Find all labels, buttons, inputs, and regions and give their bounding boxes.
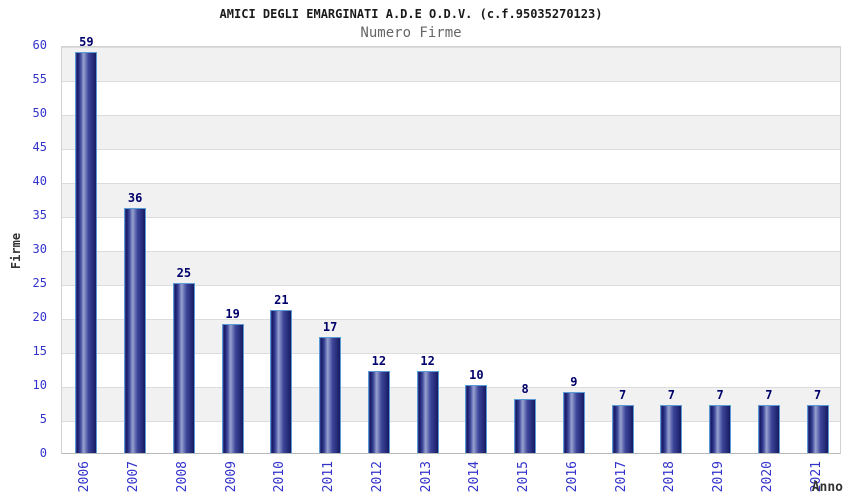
bar-2020 — [757, 405, 780, 453]
bar-2017 — [611, 405, 634, 453]
bar-value-label: 10 — [469, 368, 484, 382]
chart-subtitle: Numero Firme — [360, 25, 462, 41]
y-tick-label: 50 — [32, 106, 47, 120]
x-tick-label: 2014 — [467, 461, 483, 493]
bar-2008 — [172, 283, 195, 453]
bar-value-label: 7 — [765, 388, 773, 402]
x-tick-label: 2017 — [613, 461, 629, 493]
y-tick-label: 25 — [32, 276, 47, 290]
x-tick-label: 2018 — [662, 461, 678, 493]
bar-value-label: 7 — [814, 388, 822, 402]
x-tick-label: 2012 — [369, 461, 385, 493]
x-tick-label: 2007 — [126, 461, 142, 493]
y-tick-label: 45 — [32, 140, 47, 154]
bar-value-label: 7 — [619, 388, 627, 402]
x-tick-label: 2006 — [77, 461, 93, 493]
x-tick-label: 2010 — [272, 461, 288, 493]
bar-2006 — [75, 52, 98, 453]
y-tick-label: 10 — [32, 378, 47, 392]
plot-area: 59 36 25 19 21 17 12 12 10 8 9 7 7 7 7 7 — [61, 35, 841, 454]
bar-value-label: 59 — [79, 35, 94, 49]
bar-value-label: 7 — [667, 388, 675, 402]
y-tick-label: 40 — [32, 174, 47, 188]
bar-2018 — [660, 405, 683, 453]
x-tick-label: 2019 — [711, 461, 727, 493]
y-tick-label: 30 — [32, 242, 47, 256]
y-axis-tick-labels: 0 5 10 15 20 25 30 35 40 45 50 55 60 — [0, 38, 55, 460]
bar-value-label: 12 — [420, 354, 435, 368]
bar-value-label: 19 — [225, 307, 240, 321]
bar-value-label: 12 — [371, 354, 387, 368]
y-tick-label: 60 — [32, 38, 47, 52]
x-tick-label: 2009 — [223, 461, 239, 493]
bar-value-label: 8 — [521, 382, 529, 396]
bar-value-label: 9 — [570, 375, 578, 389]
bar-value-label: 25 — [176, 266, 192, 280]
bar-value-label: 36 — [127, 191, 143, 205]
bar-2010 — [270, 310, 293, 453]
x-tick-label: 2016 — [564, 461, 580, 493]
y-tick-label: 15 — [32, 344, 47, 358]
bar-2011 — [319, 337, 342, 453]
x-tick-label: 2011 — [321, 461, 337, 493]
chart-title: AMICI DEGLI EMARGINATI A.D.E O.D.V. (c.f… — [219, 7, 603, 21]
y-tick-label: 55 — [32, 72, 47, 86]
y-tick-label: 35 — [32, 208, 47, 222]
bar-value-label: 7 — [716, 388, 724, 402]
bar-2016 — [562, 392, 585, 453]
bar-2019 — [709, 405, 732, 453]
x-axis-tick-labels: 2006 2007 2008 2009 2010 2011 2012 2013 2014 2015… — [61, 461, 841, 500]
x-axis-title: Anno — [811, 480, 843, 495]
y-tick-label: 0 — [39, 446, 47, 460]
bar-2015 — [514, 399, 537, 453]
bar-2021 — [806, 405, 829, 453]
bar-2009 — [221, 324, 244, 453]
bar-value-label: 17 — [322, 320, 338, 334]
bar-2007 — [124, 208, 147, 453]
x-tick-label: 2020 — [759, 461, 775, 493]
bar-2013 — [416, 371, 439, 453]
x-tick-label: 2015 — [516, 461, 532, 493]
x-tick-label: 2013 — [418, 461, 434, 493]
y-tick-label: 20 — [32, 310, 47, 324]
bar-value-label: 21 — [274, 293, 289, 307]
x-tick-label: 2008 — [174, 461, 190, 493]
y-tick-label: 5 — [39, 412, 47, 426]
bar-2012 — [367, 371, 390, 453]
bar-2014 — [465, 385, 488, 453]
